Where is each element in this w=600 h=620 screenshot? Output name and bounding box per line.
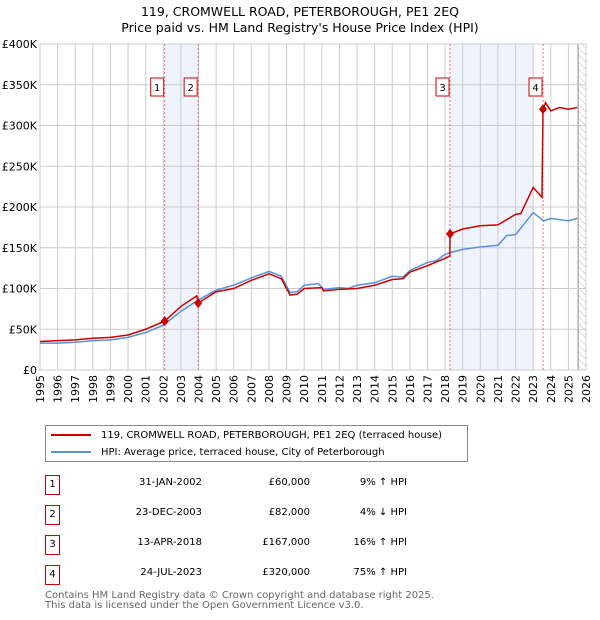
x-tick-label: 2023: [527, 375, 540, 403]
x-tick-label: 2016: [404, 375, 417, 403]
sale-point: [446, 228, 455, 239]
legend-swatch-property: [51, 434, 91, 436]
x-tick-label: 2024: [545, 375, 558, 403]
sale-date: 24-JUL-2023: [140, 567, 202, 578]
sale-price: £82,000: [268, 507, 310, 518]
sale-label-box: [150, 77, 165, 97]
x-tick-label: 1999: [104, 375, 117, 403]
sale-price: £167,000: [262, 537, 310, 548]
sale-number: 1: [45, 475, 60, 495]
x-tick-label: 1996: [52, 375, 65, 403]
footer: Contains HM Land Registry data © Crown c…: [45, 591, 434, 611]
x-tick-label: 2002: [157, 375, 170, 403]
sale-number: 4: [45, 565, 60, 585]
sale-label: 2: [187, 83, 193, 94]
sale-row: 3 13-APR-2018 £167,000 16% ↑ HPI: [45, 535, 445, 555]
sale-hpi-diff: 75% ↑ HPI: [353, 567, 407, 578]
sale-label: 4: [532, 83, 538, 94]
sale-date: 13-APR-2018: [137, 537, 202, 548]
x-tick-label: 2007: [245, 375, 258, 403]
x-tick-label: 2000: [122, 375, 135, 403]
sale-point: [539, 104, 548, 115]
x-tick-label: 2013: [351, 375, 364, 403]
x-tick-label: 2006: [228, 375, 241, 403]
chart-title: 119, CROMWELL ROAD, PETERBOROUGH, PE1 2E…: [140, 4, 460, 19]
x-tick-label: 2014: [369, 375, 382, 403]
sale-label: 1: [154, 83, 160, 94]
x-tick-label: 2009: [281, 375, 294, 403]
x-tick-label: 2004: [193, 375, 206, 403]
x-tick-label: 2017: [421, 375, 434, 403]
sale-row: 2 23-DEC-2003 £82,000 4% ↓ HPI: [45, 505, 445, 525]
x-tick-label: 2026: [580, 375, 593, 403]
x-tick-label: 2010: [298, 375, 311, 403]
y-tick-label: £350K: [2, 79, 38, 92]
x-tick-label: 2021: [492, 375, 505, 403]
y-tick-label: £0: [23, 364, 37, 377]
y-tick-label: £300K: [2, 120, 38, 133]
sale-label-box: [183, 77, 198, 97]
x-tick-label: 1995: [34, 375, 47, 403]
sale-label-box: [528, 77, 543, 97]
sale-row: 1 31-JAN-2002 £60,000 9% ↑ HPI: [45, 475, 445, 495]
x-tick-label: 2011: [316, 375, 329, 403]
x-tick-label: 1997: [69, 375, 82, 403]
sale-date: 23-DEC-2003: [135, 507, 202, 518]
sale-hpi-diff: 9% ↑ HPI: [359, 477, 407, 488]
x-tick-label: 2022: [510, 375, 523, 403]
x-tick-label: 2003: [175, 375, 188, 403]
y-tick-label: £400K: [2, 38, 38, 51]
footer-line1: Contains HM Land Registry data © Crown c…: [45, 590, 434, 601]
sale-hpi-diff: 16% ↑ HPI: [353, 537, 407, 548]
x-tick-label: 2005: [210, 375, 223, 403]
sale-price: £60,000: [268, 477, 310, 488]
property-price-line: [39, 101, 578, 343]
x-tick-label: 2008: [263, 375, 276, 403]
x-tick-label: 1998: [87, 375, 100, 403]
plot-frame: [39, 43, 587, 371]
sale-price: £320,000: [262, 567, 310, 578]
y-tick-label: £150K: [2, 242, 38, 255]
x-tick-label: 2019: [457, 375, 470, 403]
y-tick-label: £250K: [2, 160, 38, 173]
sale-row: 4 24-JUL-2023 £320,000 75% ↑ HPI: [45, 565, 445, 585]
x-tick-label: 2001: [140, 375, 153, 403]
y-tick-label: £200K: [2, 201, 38, 214]
sale-point: [160, 316, 169, 327]
footer-line2: This data is licensed under the Open Gov…: [45, 600, 364, 611]
sale-label: 3: [439, 83, 445, 94]
legend: 119, CROMWELL ROAD, PETERBOROUGH, PE1 2E…: [45, 425, 468, 462]
chart-subtitle: Price paid vs. HM Land Registry's House …: [121, 20, 479, 35]
x-tick-label: 2018: [439, 375, 452, 403]
legend-property: 119, CROMWELL ROAD, PETERBOROUGH, PE1 2E…: [101, 429, 442, 441]
x-tick-label: 2020: [474, 375, 487, 403]
price-chart: 1995 1996 1997 1998 1999 2000 2001 2002 2003 2004…: [2, 38, 593, 403]
x-tick-label: 2015: [386, 375, 399, 403]
sale-number: 2: [45, 505, 60, 525]
x-tick-label: 2012: [333, 375, 346, 403]
sale-label-box: [435, 77, 450, 97]
y-tick-label: £50K: [9, 323, 38, 336]
sale-number: 3: [45, 535, 60, 555]
sale-hpi-diff: 4% ↓ HPI: [359, 507, 407, 518]
hpi-line: [40, 211, 578, 344]
legend-swatch-hpi: [51, 451, 91, 453]
x-tick-label: 2025: [562, 375, 575, 403]
y-tick-label: £100K: [2, 283, 38, 296]
sale-date: 31-JAN-2002: [138, 477, 202, 488]
sale-point: [194, 298, 203, 309]
legend-hpi: HPI: Average price, terraced house, City…: [101, 446, 385, 458]
